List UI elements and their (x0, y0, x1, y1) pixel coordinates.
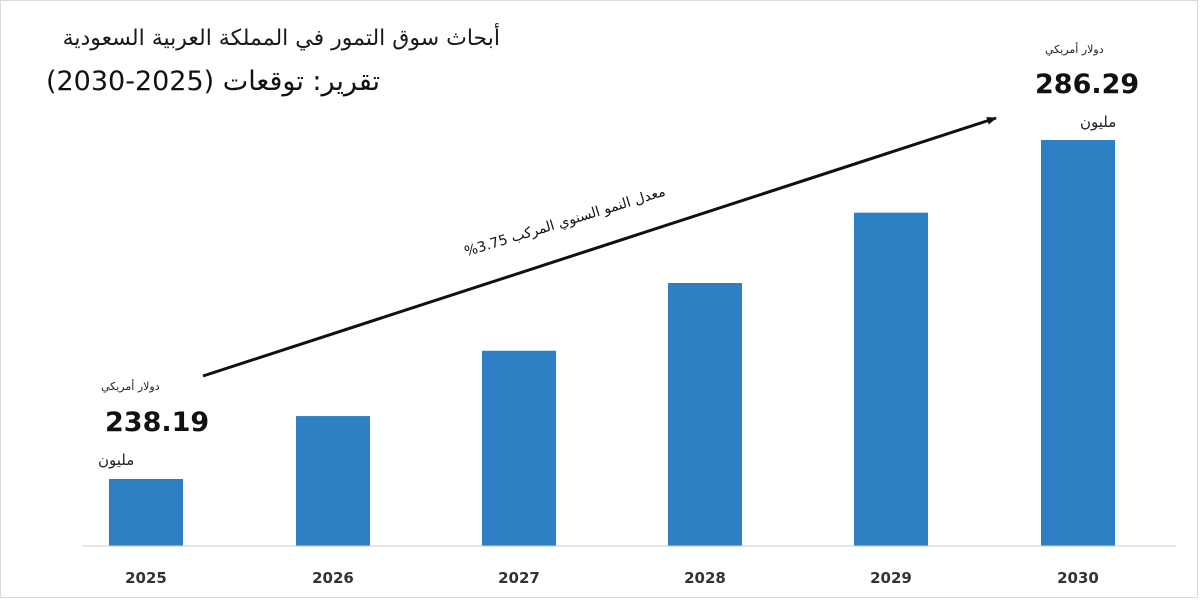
chart-subtitle: تقرير: توقعات (2025-2030) (45, 66, 380, 97)
bar-2029 (854, 212, 928, 546)
end-unit-label: مليون (1080, 113, 1117, 131)
end-value-label: 286.29 (1035, 69, 1140, 100)
x-tick-label: 2027 (498, 569, 540, 587)
start-unit-label: مليون (98, 451, 135, 469)
bar-2025 (109, 479, 183, 546)
bar-2030 (1041, 140, 1115, 546)
x-tick-label: 2029 (870, 569, 912, 587)
end-currency-label: دولار أمريكي (1045, 43, 1104, 56)
x-tick-label: 2026 (312, 569, 354, 587)
bar-2027 (482, 350, 556, 546)
x-tick-label: 2025 (125, 569, 167, 587)
x-tick-label: 2028 (684, 569, 726, 587)
start-value-label: 238.19 (105, 407, 210, 438)
growth-arrow (202, 116, 997, 378)
start-currency-label: دولار أمريكي (101, 380, 160, 393)
x-tick-label: 2030 (1057, 569, 1099, 587)
chart-title: أبحاث سوق التمور في المملكة العربية السع… (62, 26, 500, 51)
bar-2026 (296, 416, 370, 546)
bar-2028 (668, 283, 742, 546)
